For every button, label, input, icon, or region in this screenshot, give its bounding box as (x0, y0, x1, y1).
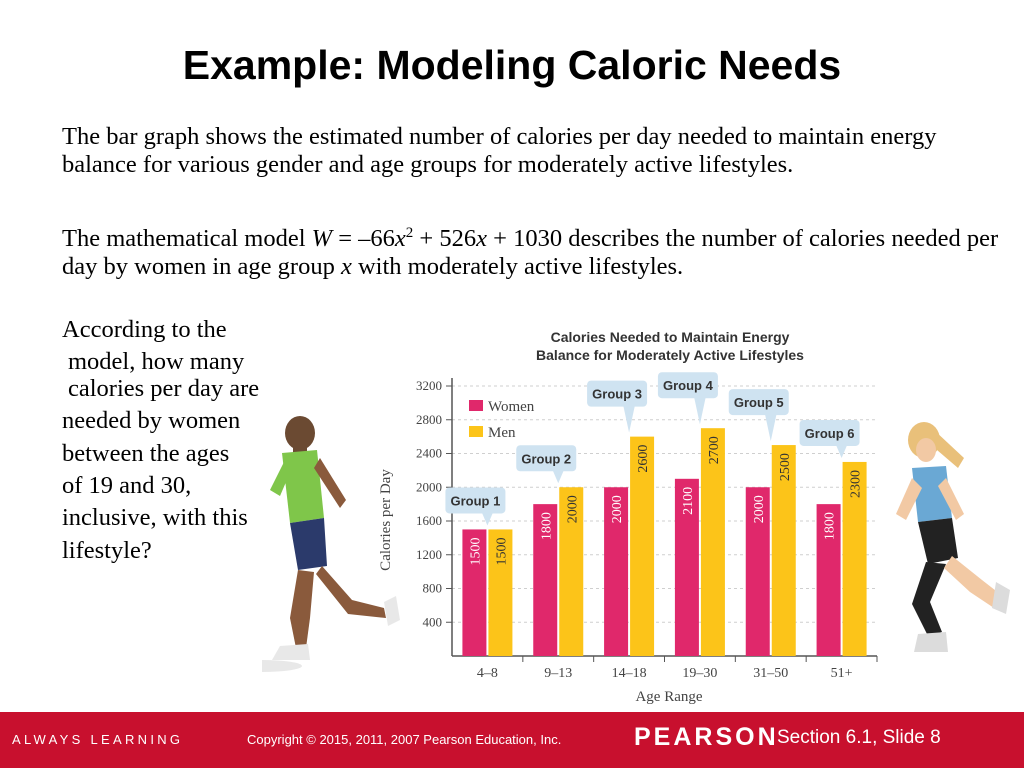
group-callout-label: Group 3 (592, 387, 642, 402)
bar-value-men: 2600 (636, 445, 651, 473)
chart-title-line: Calories Needed to Maintain Energy (551, 329, 790, 345)
question-line: lifestyle? (62, 536, 152, 564)
bar-men (630, 436, 655, 656)
group-callout-pointer (552, 469, 565, 484)
bar-men (488, 529, 513, 656)
model-paragraph: The mathematical model W = –66x2 + 526x … (62, 219, 1012, 281)
chart-legend: Women Men (469, 399, 535, 441)
model-eq1: = –66 (332, 225, 395, 253)
group-callout-box (516, 445, 577, 472)
legend-swatch-men (469, 426, 483, 437)
x-tick-label: 51+ (831, 666, 853, 681)
legend-label-men: Men (488, 425, 516, 441)
group-callout-box (587, 380, 648, 407)
bar-men (559, 487, 584, 656)
bar-value-women: 1500 (468, 537, 483, 565)
group-callout-box (728, 389, 789, 416)
group-callout-label: Group 2 (521, 451, 571, 466)
footer-copyright: Copyright © 2015, 2011, 2007 Pearson Edu… (247, 732, 562, 747)
bar-men (771, 445, 796, 656)
runner-girl-illustration (896, 422, 1010, 652)
chart-title: Calories Needed to Maintain Energy Balanc… (536, 329, 804, 363)
pearson-logo: PEARSON (634, 723, 779, 751)
runner-boy-illustration (262, 416, 400, 672)
bar-value-women: 1800 (539, 512, 554, 540)
slide-number: Section 6.1, Slide 8 (777, 727, 941, 748)
y-tick-label: 1200 (416, 547, 442, 562)
model-var-x1: x (394, 225, 406, 253)
bar-value-men: 2300 (849, 470, 864, 498)
question-line: According to the (62, 316, 227, 343)
group-callout-label: Group 1 (450, 493, 500, 508)
question-line: model, how many (68, 348, 245, 376)
group-callout-box (657, 372, 718, 399)
slide-title: Example: Modeling Caloric Needs (182, 42, 842, 88)
bar-value-men: 2500 (778, 453, 793, 481)
model-suffix: with moderately active lifestyles. (351, 253, 684, 281)
bar-women (604, 487, 629, 656)
bar-value-women: 2000 (752, 495, 767, 523)
model-prefix: The mathematical model (62, 225, 312, 253)
x-axis-label: Age Range (635, 689, 702, 705)
legend-label-women: Women (488, 399, 535, 415)
bar-women (745, 487, 770, 656)
group-callout-label: Group 6 (805, 426, 855, 441)
question-text: According to the model, how many calorie… (62, 314, 302, 567)
intro-paragraph: The bar graph shows the estimated number… (62, 123, 937, 178)
bar-women (816, 504, 841, 656)
bar-men (700, 428, 725, 656)
question-line: between the ages (62, 439, 230, 467)
y-tick-label: 2000 (416, 479, 442, 494)
bar-men (842, 461, 867, 656)
group-callout-pointer (693, 396, 706, 425)
question-line: needed by women (62, 407, 241, 435)
footer-brand: ALWAYS LEARNING (12, 732, 184, 747)
bar-women (674, 478, 699, 656)
bar-value-men: 1500 (494, 537, 509, 565)
question-line: inclusive, with this (62, 504, 248, 532)
question-line: of 19 and 30, (62, 472, 192, 500)
legend-swatch-women (469, 400, 483, 411)
y-tick-label: 2800 (416, 412, 442, 427)
group-callout-label: Group 4 (663, 378, 714, 393)
y-axis-label: Calories per Day (378, 469, 394, 571)
model-var-w: W (311, 225, 333, 253)
bar-value-men: 2700 (707, 436, 722, 464)
group-callout-box (445, 487, 506, 514)
model-eq3: + 1030 describes the number of calories … (62, 225, 999, 281)
y-tick-label: 400 (423, 614, 443, 629)
y-tick-label: 3200 (416, 378, 442, 393)
model-exponent: 2 (405, 225, 414, 241)
calorie-bar-chart: Calories Needed to Maintain Energy Balanc… (262, 329, 1010, 705)
x-tick-label: 9–13 (544, 666, 572, 681)
bar-value-men: 2000 (565, 495, 580, 523)
group-callout-pointer (481, 511, 494, 526)
bar-women (462, 529, 487, 656)
x-tick-label: 4–8 (477, 666, 498, 681)
model-var-x2: x (476, 225, 487, 253)
chart-title-line: Balance for Moderately Active Lifestyles (536, 347, 804, 363)
y-tick-label: 800 (423, 581, 443, 596)
question-line: calories per day are (68, 374, 260, 402)
x-tick-label: 14–18 (612, 666, 647, 681)
slide-footer: ALWAYS LEARNING Copyright © 2015, 2011, … (0, 712, 1024, 768)
bar-value-women: 2100 (681, 487, 696, 515)
group-callout-box (799, 419, 860, 446)
bar-women (533, 504, 558, 656)
y-tick-label: 2400 (416, 446, 442, 461)
bar-value-women: 1800 (823, 512, 838, 540)
x-tick-label: 19–30 (682, 666, 717, 681)
x-tick-label: 31–50 (753, 666, 788, 681)
group-callout-pointer (623, 404, 636, 433)
y-tick-label: 1600 (416, 513, 442, 528)
group-callout-pointer (764, 413, 777, 442)
bar-value-women: 2000 (610, 495, 625, 523)
group-callout-pointer (835, 443, 848, 458)
model-eq2: + 526 (413, 225, 477, 253)
model-var-x3: x (340, 253, 352, 281)
group-callout-label: Group 5 (734, 395, 784, 410)
